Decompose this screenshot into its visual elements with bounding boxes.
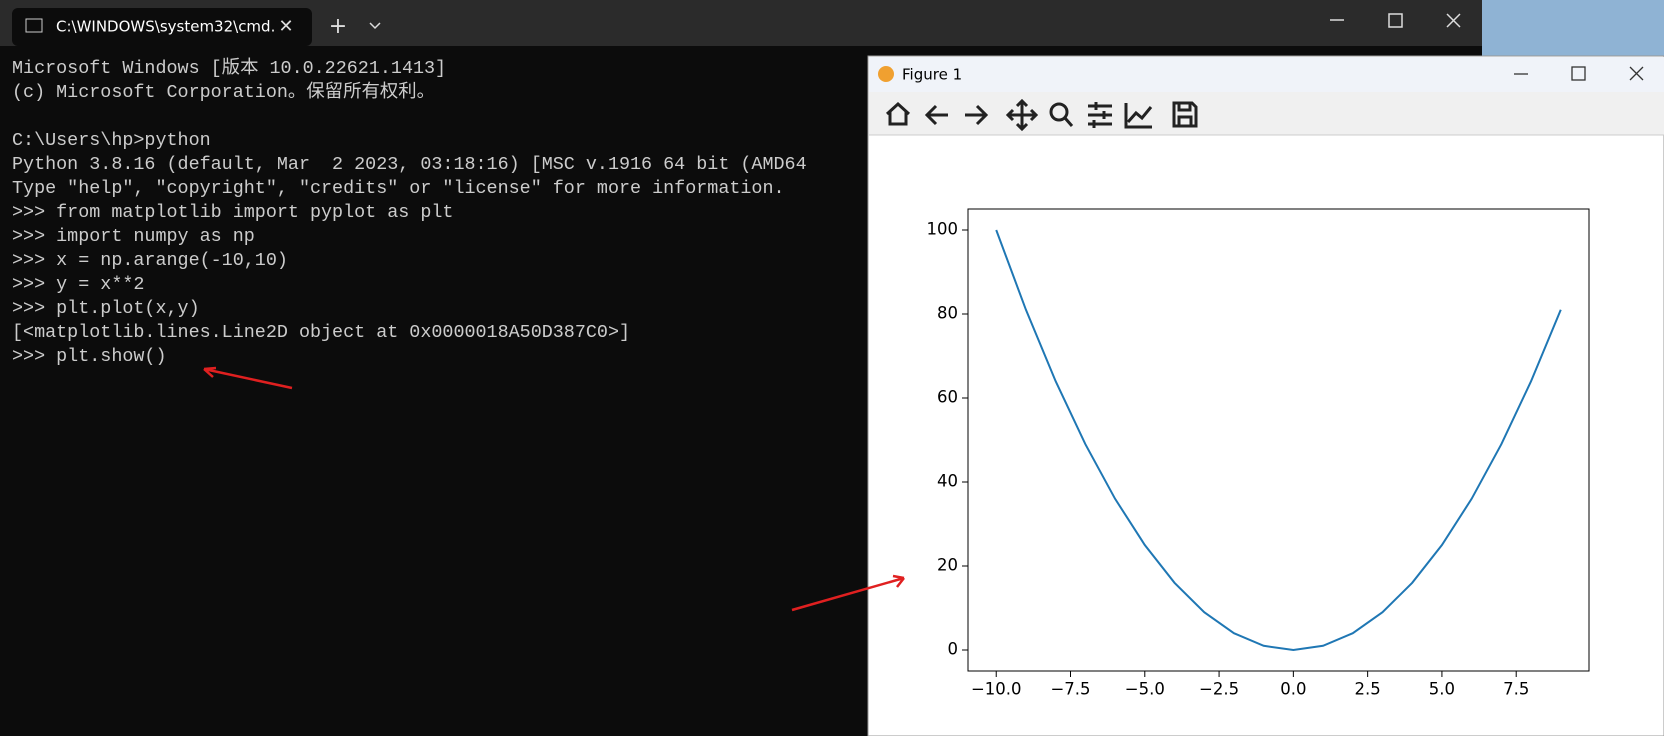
y-tick-label: 60: [937, 388, 958, 407]
terminal-line: >>> plt.plot(x,y): [12, 298, 200, 319]
x-tick-label: 7.5: [1503, 680, 1529, 699]
terminal-line: >>> x = np.arange(-10,10): [12, 250, 288, 271]
terminal-line: C:\Users\hp>python: [12, 130, 211, 151]
axes-frame: [967, 208, 1590, 672]
toolbar: [869, 92, 1664, 135]
tab[interactable]: [12, 8, 312, 46]
x-tick-label: 0.0: [1280, 680, 1306, 699]
axes-button[interactable]: [1124, 103, 1153, 129]
close[interactable]: [1446, 13, 1461, 28]
figure-window: [867, 55, 1664, 736]
figure-title-bar: [869, 57, 1664, 92]
y-tick-label: 0: [948, 640, 959, 659]
tab-dropdown[interactable]: [369, 22, 381, 30]
y-tick-label: 40: [937, 472, 958, 491]
terminal-line: >>> import numpy as np: [12, 226, 255, 247]
terminal-line: (c) Microsoft Corporation。保留所有权利。: [12, 81, 435, 103]
new-tab[interactable]: +: [329, 14, 347, 39]
y-tick-label: 20: [937, 556, 958, 575]
data-line: [995, 229, 1562, 652]
annotation-arrow: [203, 366, 293, 390]
maximize[interactable]: [1388, 13, 1403, 28]
plot-area: −10.0 −7.5 −5.0 −2.5 0.0 2.5 5.0 7.5 0 20 40 60 80 10…: [927, 208, 1590, 699]
x-tick-label: 5.0: [1429, 680, 1455, 699]
x-tick-label: 2.5: [1355, 680, 1381, 699]
back-button[interactable]: [924, 104, 948, 126]
close[interactable]: [1629, 66, 1644, 81]
figure-title: Figure 1: [902, 66, 962, 84]
forward-button[interactable]: [965, 104, 989, 126]
terminal-output: Microsoft Windows [版本 10.0.22621.1413](c…: [12, 57, 807, 367]
tab-close[interactable]: ✕: [278, 16, 293, 37]
terminal-line: >>> from matplotlib import pyplot as plt: [12, 202, 453, 223]
tab-icon: [25, 18, 43, 33]
x-tick-label: −2.5: [1199, 680, 1239, 699]
tab-title: C:\WINDOWS\system32\cmd.: [56, 18, 275, 36]
y-tick-label: 80: [937, 304, 958, 323]
zoom-handle: [1063, 117, 1074, 127]
terminal-line: Python 3.8.16 (default, Mar 2 2023, 03:1…: [12, 154, 807, 175]
terminal-line: >>> plt.show(): [12, 346, 167, 367]
figure-icon: [878, 66, 894, 82]
subplots-button[interactable]: [1088, 102, 1112, 128]
maximize[interactable]: [1571, 66, 1586, 81]
terminal-line: >>> y = x**2: [12, 274, 144, 295]
pan-button[interactable]: [1005, 98, 1039, 132]
save-button[interactable]: [1172, 101, 1198, 128]
zoom-button[interactable]: [1049, 102, 1069, 122]
x-tick-label: −10.0: [971, 680, 1022, 699]
terminal-line: Type "help", "copyright", "credits" or "…: [12, 178, 785, 199]
x-tick-label: −7.5: [1050, 680, 1090, 699]
y-tick-label: 100: [927, 220, 959, 239]
terminal-line: [<matplotlib.lines.Line2D object at 0x00…: [12, 322, 630, 343]
home-button[interactable]: [885, 101, 911, 126]
annotation-arrow: [791, 574, 905, 612]
x-tick-label: −5.0: [1125, 680, 1165, 699]
terminal-line: Microsoft Windows [版本 10.0.22621.1413]: [12, 57, 446, 79]
